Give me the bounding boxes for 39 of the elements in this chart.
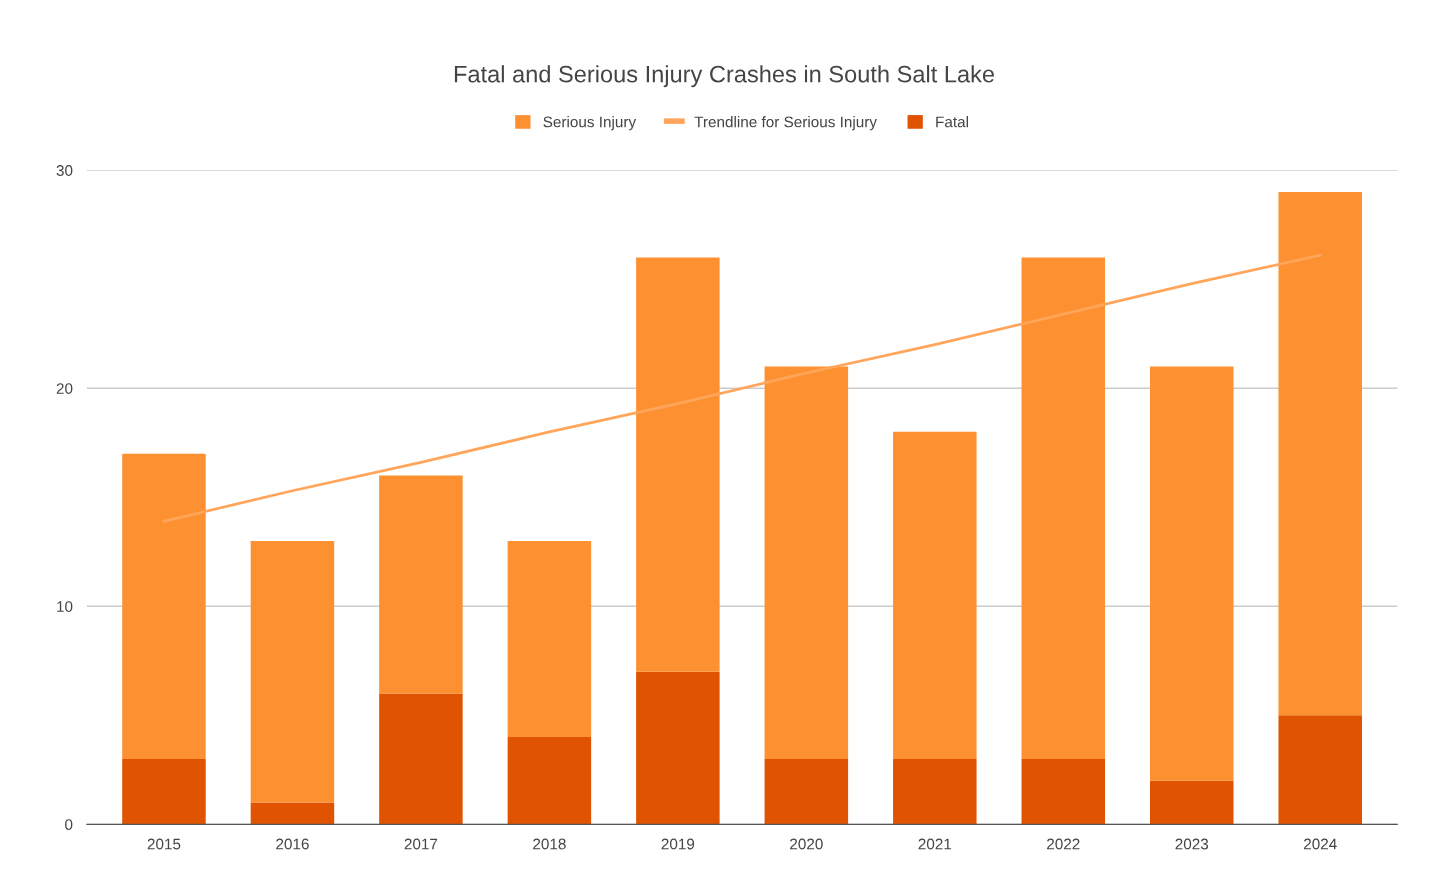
legend-label: Trendline for Serious Injury <box>694 116 877 131</box>
legend-label: Serious Injury <box>543 116 637 131</box>
bar <box>1150 780 1234 825</box>
bar <box>893 758 977 825</box>
line-series <box>162 253 1322 523</box>
bar <box>122 758 206 825</box>
bar <box>1021 758 1106 825</box>
bar <box>893 431 977 759</box>
bar <box>764 758 849 825</box>
bar <box>507 540 592 738</box>
bar <box>1278 715 1362 825</box>
x-tick-label: 2019 <box>661 838 695 850</box>
bar <box>764 366 849 759</box>
bar <box>636 671 720 825</box>
bar <box>1278 192 1362 716</box>
chart-title: Fatal and Serious Injury Crashes in South Salt Lake <box>454 65 994 88</box>
bar <box>379 475 463 694</box>
y-tick-label: 30 <box>56 165 73 176</box>
x-tick-label: 2016 <box>276 838 309 850</box>
x-tick-label: 2020 <box>790 838 823 850</box>
y-tick-label: 10 <box>57 601 73 612</box>
x-tick-label: 2022 <box>1047 838 1080 850</box>
bar <box>122 453 206 759</box>
x-tick-label: 2015 <box>147 838 181 850</box>
bar <box>379 693 463 825</box>
bar <box>1150 366 1234 781</box>
x-tick-label: 2024 <box>1304 838 1337 850</box>
bar <box>1021 257 1106 759</box>
bar <box>250 802 335 825</box>
x-tick-label: 2023 <box>1175 838 1209 850</box>
bar <box>507 737 592 825</box>
y-tick-label: 20 <box>56 383 73 394</box>
bar <box>250 540 335 803</box>
x-tick-label: 2021 <box>918 838 952 850</box>
x-tick-label: 2017 <box>404 838 438 850</box>
x-tick-label: 2018 <box>533 838 566 850</box>
legend-label: Fatal <box>936 116 968 128</box>
bar <box>636 257 720 672</box>
y-tick-label: 0 <box>65 819 73 831</box>
